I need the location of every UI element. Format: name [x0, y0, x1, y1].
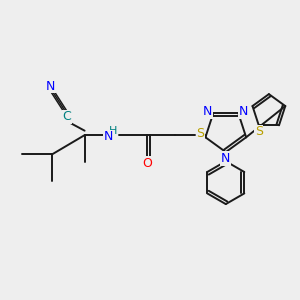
Text: N: N	[221, 152, 230, 165]
Text: N: N	[203, 105, 213, 119]
Text: S: S	[255, 125, 263, 138]
Text: H: H	[109, 126, 117, 136]
Text: N: N	[239, 105, 248, 119]
Text: O: O	[142, 157, 152, 170]
Text: S: S	[196, 127, 205, 140]
Text: C: C	[62, 110, 71, 123]
Text: N: N	[104, 130, 113, 143]
Text: N: N	[46, 80, 55, 93]
